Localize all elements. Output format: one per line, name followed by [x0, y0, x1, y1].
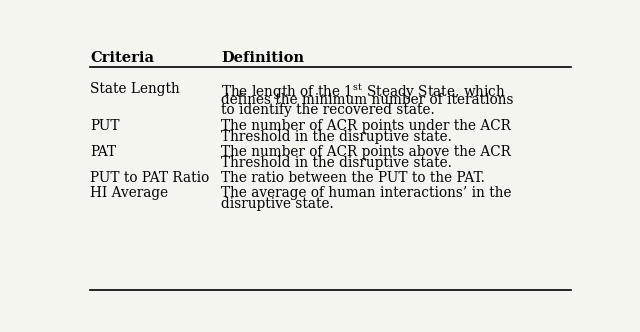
Text: The average of human interactions’ in the: The average of human interactions’ in th…: [221, 186, 512, 200]
Text: Definition: Definition: [221, 51, 305, 65]
Text: The ratio between the PUT to the PAT.: The ratio between the PUT to the PAT.: [221, 171, 485, 185]
Text: disruptive state.: disruptive state.: [221, 197, 334, 211]
Text: State Length: State Length: [90, 82, 180, 96]
Text: to identify the recovered state.: to identify the recovered state.: [221, 104, 435, 118]
Text: PAT: PAT: [90, 145, 116, 159]
Text: Threshold in the disruptive state.: Threshold in the disruptive state.: [221, 156, 452, 170]
Text: PUT to PAT Ratio: PUT to PAT Ratio: [90, 171, 209, 185]
Text: The number of ACR points under the ACR: The number of ACR points under the ACR: [221, 119, 511, 133]
Text: The number of ACR points above the ACR: The number of ACR points above the ACR: [221, 145, 511, 159]
Text: Threshold in the disruptive state.: Threshold in the disruptive state.: [221, 129, 452, 143]
Text: The length of the 1$^{\mathregular{st}}$ Steady State, which: The length of the 1$^{\mathregular{st}}$…: [221, 82, 506, 102]
Text: HI Average: HI Average: [90, 186, 168, 200]
Text: Criteria: Criteria: [90, 51, 154, 65]
Text: defines the minimum number of iterations: defines the minimum number of iterations: [221, 93, 514, 107]
Text: PUT: PUT: [90, 119, 120, 133]
